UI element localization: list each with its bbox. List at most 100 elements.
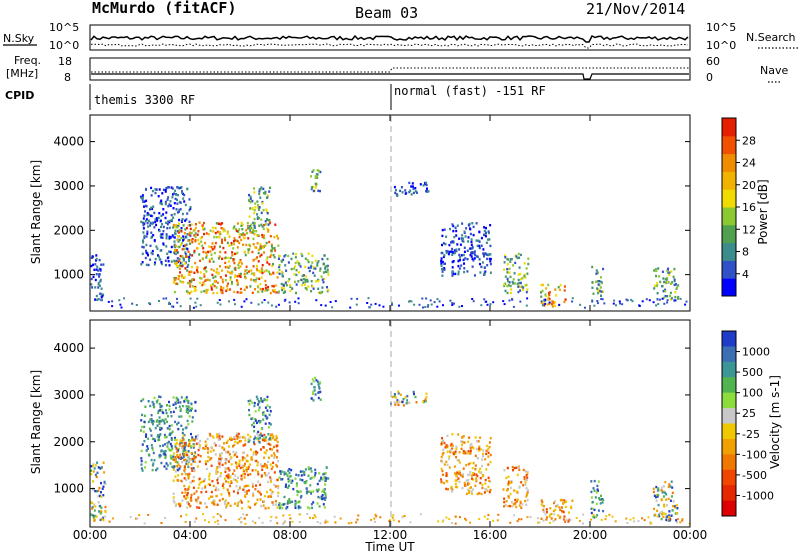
- echo-cell: [540, 301, 543, 305]
- echo-cell: [374, 513, 377, 516]
- echo-cell: [167, 205, 170, 208]
- echo-cell: [173, 251, 176, 254]
- echo-cell: [176, 468, 179, 472]
- echo-cell: [217, 438, 220, 442]
- echo-cell: [217, 488, 220, 491]
- echo-cell: [191, 265, 193, 269]
- echo-cell: [300, 494, 303, 498]
- echo-cell: [503, 497, 506, 500]
- echo-cell: [212, 276, 215, 279]
- echo-cell: [253, 233, 256, 236]
- echo-cell: [247, 465, 250, 469]
- echo-cell: [275, 463, 278, 467]
- echo-cell: [554, 304, 557, 308]
- echo-cell: [662, 485, 665, 488]
- echo-cell: [441, 228, 444, 232]
- echo-cell: [259, 399, 262, 402]
- echo-cell: [170, 260, 173, 263]
- echo-cell: [660, 517, 663, 521]
- echo-cell: [266, 409, 269, 412]
- echo-cell: [443, 254, 446, 257]
- echo-cell: [563, 515, 566, 518]
- echo-cell: [156, 424, 159, 427]
- echo-cell: [131, 302, 134, 305]
- echo-cell: [186, 453, 188, 457]
- echo-cell: [442, 255, 445, 259]
- echo-cell: [486, 253, 488, 256]
- echo-region-10: [591, 265, 605, 297]
- echo-cell: [169, 204, 172, 207]
- echo-cell: [326, 270, 329, 274]
- echo-cell: [288, 468, 291, 471]
- echo-cell: [225, 506, 227, 509]
- echo-cell: [222, 482, 225, 486]
- echo-cell: [257, 303, 260, 306]
- cpid-row: CPID themis 3300 RF normal (fast) -151 R…: [5, 84, 546, 110]
- echo-cell: [470, 251, 473, 254]
- echo-cell: [227, 502, 230, 505]
- echo-cell: [251, 291, 254, 294]
- echo-cell: [277, 303, 280, 306]
- echo-cell: [178, 222, 180, 225]
- echo-cell: [226, 488, 229, 491]
- echo-cell: [449, 449, 452, 452]
- echo-cell: [421, 297, 424, 300]
- y-tick-label-0: 1000: [53, 268, 84, 282]
- echo-cell: [185, 396, 188, 399]
- echo-cell: [170, 437, 173, 440]
- echo-cell: [147, 453, 150, 456]
- echo-cell: [599, 286, 602, 289]
- echo-cell: [269, 221, 272, 224]
- echo-cell: [277, 486, 280, 490]
- echo-cell: [402, 398, 405, 401]
- echo-cell: [167, 415, 169, 418]
- echo-cell: [173, 290, 176, 294]
- echo-cell: [274, 485, 277, 488]
- echo-cell: [517, 273, 520, 276]
- echo-cell: [457, 273, 460, 276]
- echo-cell: [247, 505, 250, 508]
- echo-cell: [445, 474, 448, 477]
- echo-cell: [242, 468, 245, 472]
- echo-cell: [181, 431, 184, 435]
- echo-cell: [267, 442, 270, 446]
- echo-cell: [184, 244, 187, 247]
- echo-cell: [506, 277, 509, 281]
- echo-cell: [187, 503, 190, 506]
- echo-cell: [462, 253, 465, 257]
- echo-cell: [575, 517, 578, 519]
- echo-cell: [655, 284, 658, 288]
- echo-cell: [462, 258, 465, 262]
- echo-cell: [308, 467, 311, 471]
- echo-cell: [149, 404, 152, 408]
- echo-cell: [261, 269, 264, 272]
- echo-cell: [231, 254, 234, 257]
- echo-cell: [189, 206, 192, 209]
- echo-cell: [461, 487, 464, 490]
- echo-cell: [147, 447, 149, 450]
- echo-cell: [187, 401, 190, 404]
- echo-cell: [243, 233, 246, 236]
- echo-cell: [247, 227, 250, 230]
- echo-cell: [269, 488, 272, 492]
- nsky-tick-bottom: 10^0: [49, 39, 79, 52]
- echo-cell: [665, 516, 668, 519]
- echo-cell: [143, 420, 146, 424]
- echo-cell: [190, 239, 193, 242]
- echo-cell: [90, 501, 93, 504]
- echo-cell: [123, 297, 126, 300]
- echo-cell: [503, 283, 506, 286]
- echo-cell: [154, 261, 156, 264]
- echo-cell: [257, 204, 260, 207]
- echo-cell: [266, 261, 269, 264]
- echo-cell: [144, 219, 147, 223]
- echo-cell: [654, 513, 657, 516]
- echo-cell: [518, 281, 521, 285]
- echo-cell: [408, 300, 410, 303]
- echo-cell: [205, 270, 208, 273]
- echo-cell: [257, 208, 260, 211]
- echo-cell: [264, 223, 267, 226]
- echo-cell: [153, 263, 156, 266]
- echo-cell: [412, 185, 414, 188]
- echo-cell: [172, 410, 175, 414]
